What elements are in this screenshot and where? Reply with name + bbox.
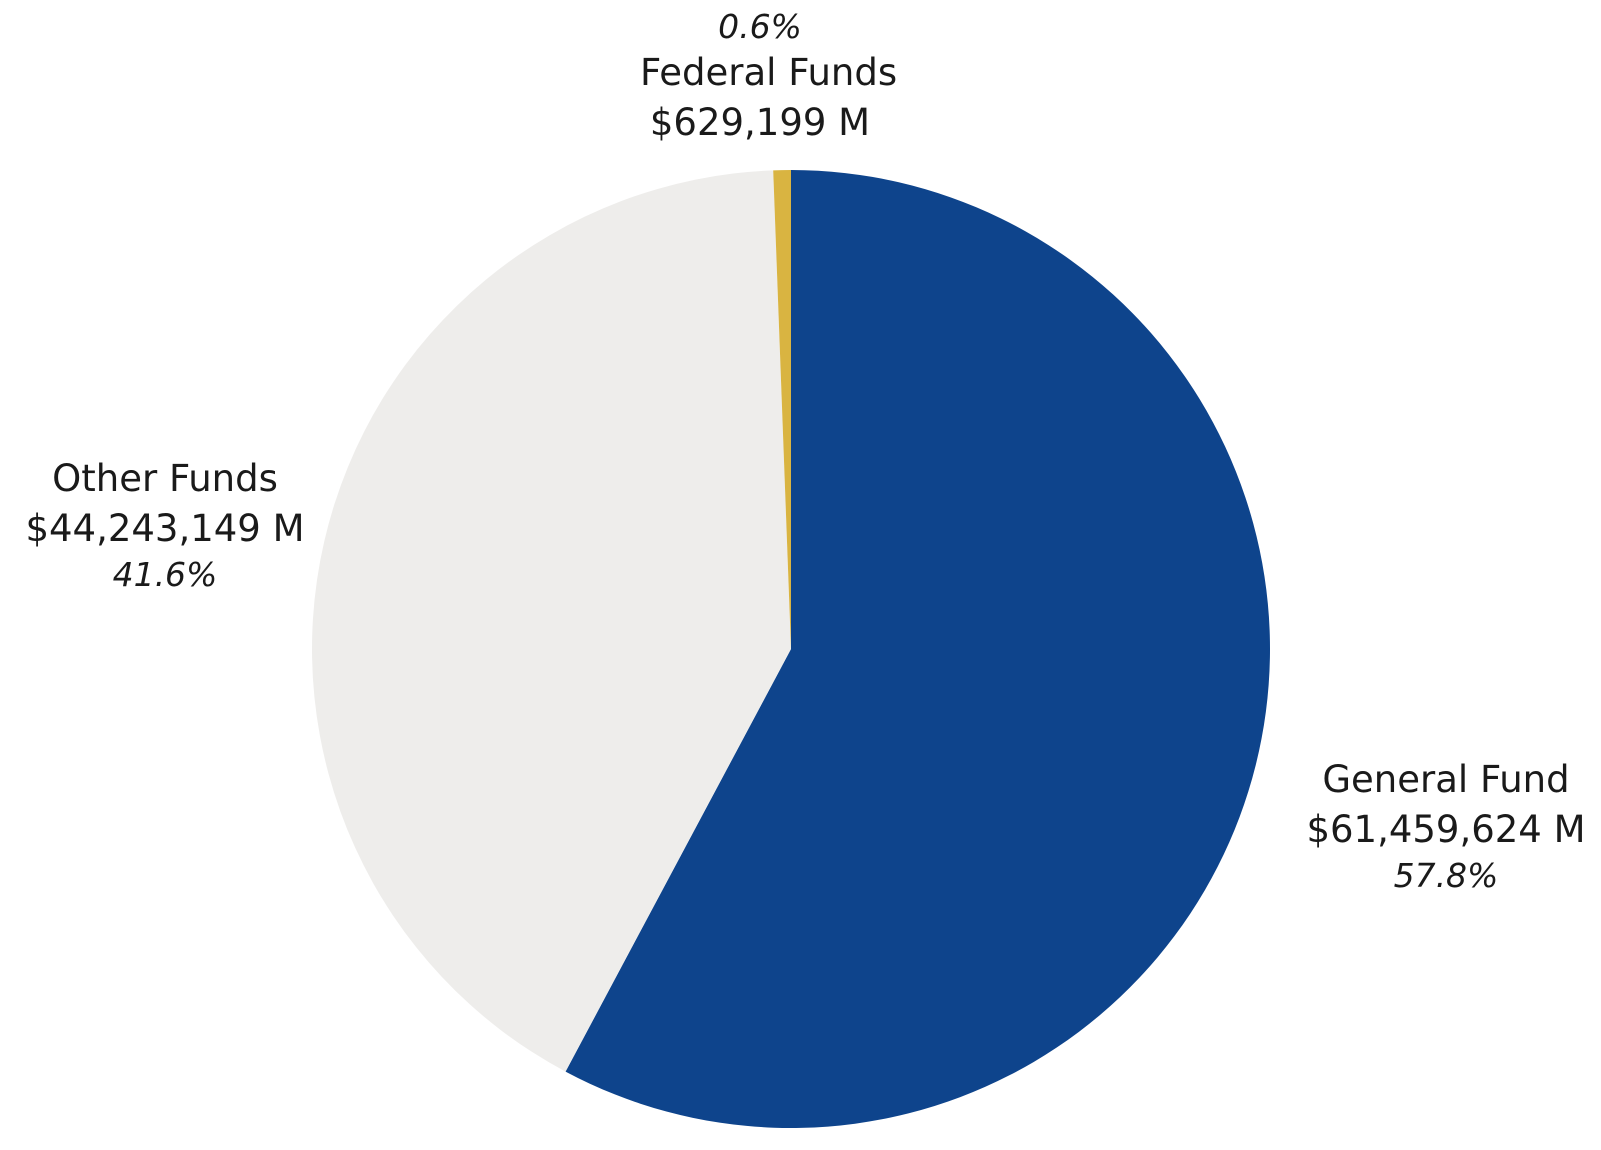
pie-slice-general-fund	[565, 170, 1270, 1128]
other-funds-name: Other Funds	[52, 457, 278, 500]
general-fund-name: General Fund	[1322, 758, 1570, 801]
general-fund-percent: 57.8%	[1393, 856, 1499, 895]
label-federal-funds: 0.6% Federal Funds $629,199 M	[640, 6, 898, 148]
pie-slice-other-funds	[312, 170, 791, 1072]
label-other-funds: Other Funds $44,243,149 M 41.6%	[10, 454, 320, 596]
label-general-fund: General Fund $61,459,624 M 57.8%	[1296, 755, 1596, 897]
pie-slice-federal-funds	[773, 170, 791, 649]
federal-funds-amount: $629,199 M	[649, 101, 871, 144]
other-funds-amount: $44,243,149 M	[25, 507, 305, 550]
other-funds-percent: 41.6%	[112, 555, 218, 594]
federal-funds-name: Federal Funds	[640, 51, 898, 94]
general-fund-amount: $61,459,624 M	[1306, 808, 1586, 851]
federal-funds-percent: 0.6%	[718, 7, 802, 46]
